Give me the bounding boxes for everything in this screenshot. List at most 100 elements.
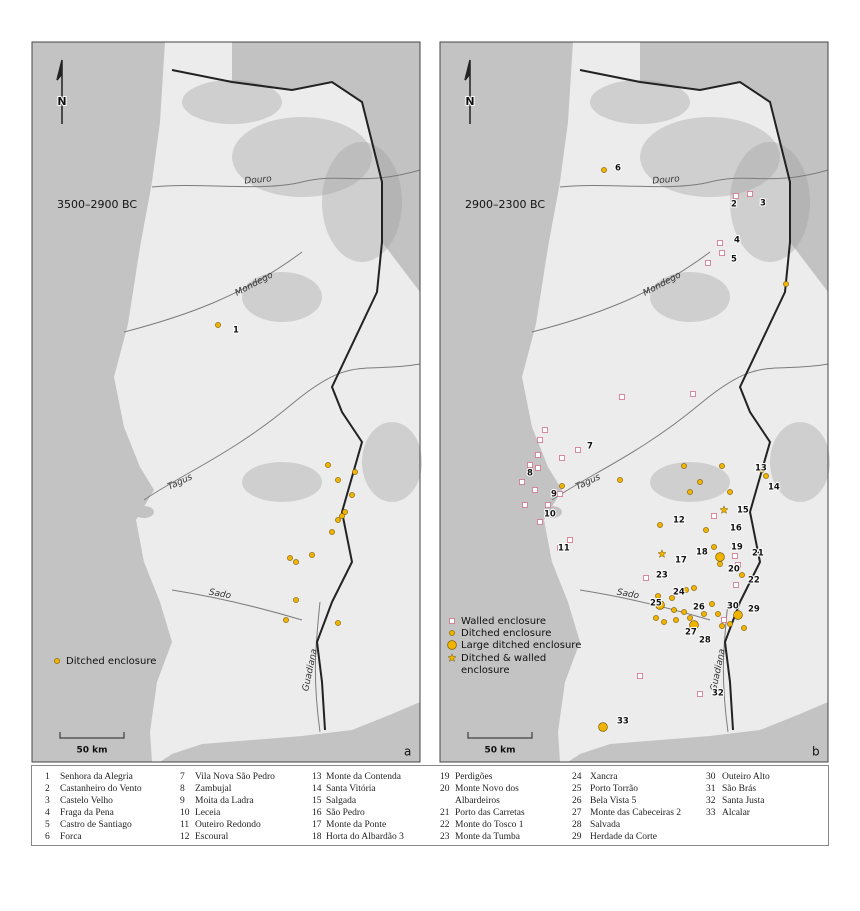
site-label: 4	[734, 236, 740, 246]
ditched-enclosure	[329, 529, 335, 535]
site-label: 33	[617, 717, 629, 727]
site-label: 8	[527, 469, 533, 479]
site-label: 1	[233, 326, 239, 336]
ditched-walled-enclosure	[719, 505, 729, 514]
key-number: 27	[572, 808, 582, 818]
scale-label: 50 km	[484, 746, 515, 756]
key-name: Porto das Carretas	[455, 808, 525, 818]
ditched-enclosure	[601, 167, 607, 173]
key-number: 19	[440, 772, 450, 782]
panel-letter: b	[812, 745, 820, 759]
key-number: 11	[180, 820, 189, 830]
legend-label: Ditched enclosure	[66, 656, 156, 667]
river-label: Sado	[208, 588, 232, 602]
scale-bar	[59, 732, 125, 739]
walled-enclosure	[537, 437, 543, 443]
ditched-enclosure	[759, 467, 765, 473]
key-number: 13	[312, 772, 322, 782]
walled-enclosure	[732, 553, 738, 559]
walled-enclosure	[535, 465, 541, 471]
key-number: 9	[180, 796, 185, 806]
period-label: 3500–2900 BC	[57, 198, 137, 211]
river	[151, 169, 421, 188]
key-name: Monte do Tosco 1	[455, 820, 524, 830]
walled-enclosure	[735, 562, 741, 568]
key-number: 3	[45, 796, 50, 806]
ditched-enclosure	[283, 617, 289, 623]
key-number: 21	[440, 808, 450, 818]
ditched-enclosure	[287, 555, 293, 561]
walled-enclosure	[643, 575, 649, 581]
key-name: Castanheiro do Vento	[60, 784, 142, 794]
key-number: 12	[180, 832, 190, 842]
ditched-enclosure	[309, 552, 315, 558]
site-label: 22	[748, 576, 760, 586]
river	[722, 601, 729, 733]
site-label: 12	[673, 516, 685, 526]
relief	[650, 272, 730, 322]
site-label: 15	[737, 506, 749, 516]
period-label: 2900–2300 BC	[465, 198, 545, 211]
relief	[242, 272, 322, 322]
site-label: 32	[712, 689, 724, 699]
walled-enclosure	[637, 673, 643, 679]
walled-enclosure	[557, 545, 563, 551]
ditched-enclosure	[352, 469, 358, 475]
key-number: 6	[45, 832, 50, 842]
key-name: Alcalar	[722, 808, 751, 818]
site-label: 13	[755, 464, 767, 474]
key-name: Monte da Tumba	[455, 832, 521, 842]
river-label: Sado	[616, 588, 640, 602]
relief	[590, 80, 690, 124]
land-relief	[232, 42, 420, 292]
site-label: 28	[699, 636, 711, 646]
legend-label: Ditched & walled	[461, 653, 546, 664]
ditched-enclosure	[697, 479, 703, 485]
ditched-enclosure	[691, 585, 697, 591]
land	[440, 42, 828, 762]
site-label: 17	[675, 556, 687, 566]
ditched-enclosure	[739, 572, 745, 578]
map-panel: DouroMondegoTagusSadoGuadianaN2900–2300 …	[439, 41, 830, 763]
large-ditched-enclosure	[598, 722, 608, 732]
walled-enclosure	[557, 491, 563, 497]
ditched-enclosure	[763, 473, 769, 479]
key-number: 31	[706, 784, 716, 794]
key-name: Monte Novo dos	[455, 784, 519, 794]
ditched-walled-enclosure	[657, 549, 667, 558]
ditched-enclosure	[342, 509, 348, 515]
key-name: Santa Vitória	[326, 784, 376, 794]
site-label: 5	[731, 255, 737, 265]
walled-enclosure	[545, 502, 551, 508]
walled-enclosure	[719, 250, 725, 256]
border	[171, 69, 383, 731]
relief	[770, 422, 830, 502]
ditched-enclosure	[617, 477, 623, 483]
legend-marker	[54, 658, 60, 664]
key-number: 16	[312, 808, 322, 818]
river	[123, 251, 303, 333]
panel-frame	[31, 41, 421, 763]
ditched-enclosure	[669, 595, 675, 601]
key-number: 14	[312, 784, 322, 794]
site-label: 18	[696, 548, 708, 558]
river	[579, 589, 711, 621]
land-relief	[640, 42, 828, 292]
key-number: 4	[45, 808, 50, 818]
site-label: 21	[752, 549, 764, 559]
key-name: Zambujal	[195, 784, 232, 794]
ditched-enclosure	[335, 620, 341, 626]
key-name: Fraga da Pena	[60, 808, 115, 818]
key-name: Castelo Velho	[60, 796, 113, 806]
key-name: Senhora da Alegria	[60, 772, 134, 782]
key-number: 8	[180, 784, 185, 794]
relief	[232, 117, 372, 197]
large-ditched-enclosure	[733, 610, 743, 620]
key-name: Salgada	[326, 796, 357, 806]
ditched-enclosure	[653, 615, 659, 621]
ditched-walled-enclosure	[447, 653, 457, 662]
key-number: 7	[180, 772, 185, 782]
key-name: Perdigões	[455, 772, 493, 782]
key-name: Castro de Santiago	[60, 820, 132, 830]
